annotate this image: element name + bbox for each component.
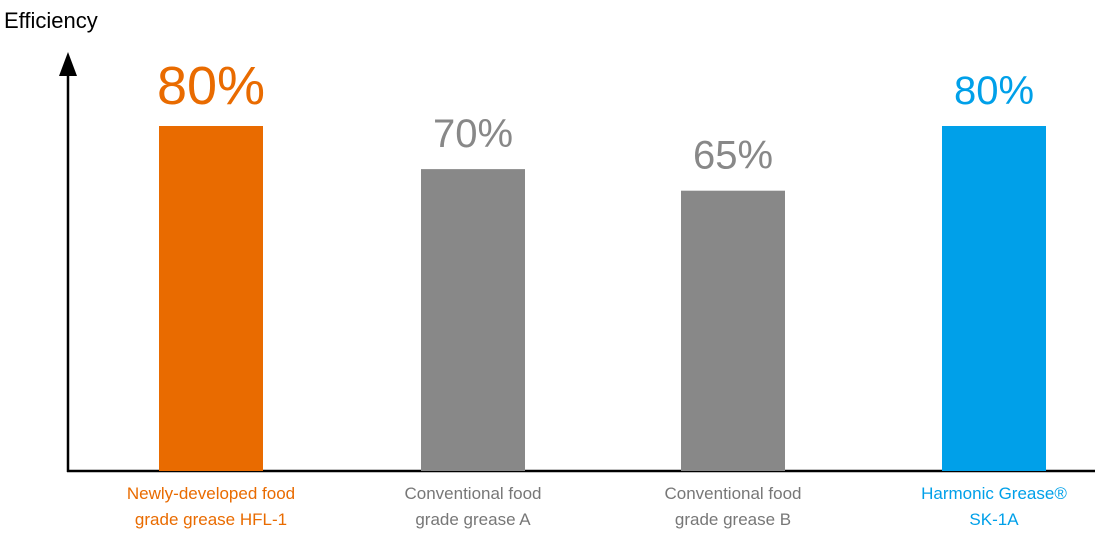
category-label-line: grade grease A: [415, 510, 531, 529]
bar-3: [681, 190, 785, 471]
bar-4: [942, 126, 1046, 471]
value-label-1: 80%: [157, 56, 265, 116]
category-label-line: grade grease B: [674, 510, 792, 529]
category-label-3: Conventional food grade grease B: [603, 481, 863, 533]
category-label-line: grade grease HFL-1: [134, 510, 288, 529]
y-axis-arrow: [59, 52, 77, 76]
value-label-2: 70%: [433, 112, 513, 156]
category-label-line: SK-1A: [969, 510, 1019, 529]
category-label-line: Conventional food: [664, 484, 802, 503]
category-label-4: Harmonic Grease® SK-1A: [864, 481, 1113, 533]
value-label-4: 80%: [954, 69, 1034, 113]
category-label-1: Newly-developed food grade grease HFL-1: [81, 481, 341, 533]
value-label-3: 65%: [693, 134, 773, 178]
category-label-2: Conventional food grade grease A: [343, 481, 603, 533]
category-label-line: Newly-developed food: [126, 484, 296, 503]
bar-1: [159, 126, 263, 471]
bars-group: [159, 126, 1046, 471]
category-label-line: Harmonic Grease®: [921, 484, 1067, 503]
y-axis-label: Efficiency: [4, 8, 98, 33]
value-labels-group: 80% 70% 65% 80%: [157, 56, 1034, 178]
category-label-line: Conventional food: [404, 484, 542, 503]
bar-2: [421, 169, 525, 471]
